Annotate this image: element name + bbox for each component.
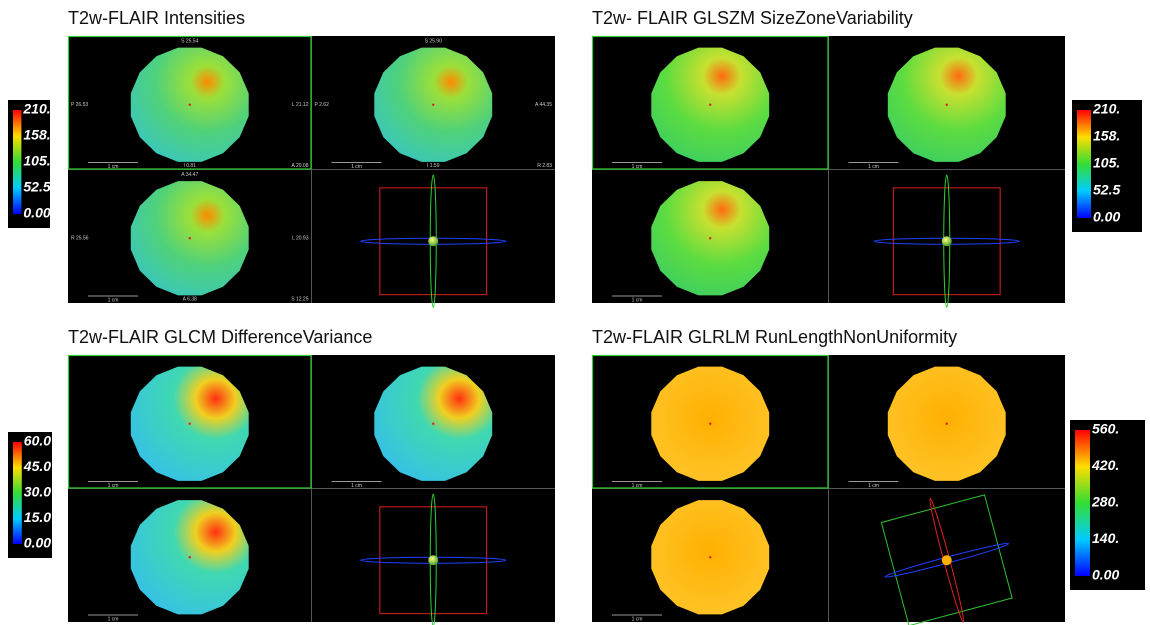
active-view-border <box>591 35 829 170</box>
view-label: 1 cm <box>108 616 119 622</box>
view-label: 1 cm <box>632 164 643 170</box>
view-label: 1 cm <box>632 616 643 622</box>
view-label: S 25.54 <box>181 38 198 44</box>
view-label: A 6.38 <box>183 296 197 302</box>
panel-title: T2w-FLAIR GLCM DifferenceVariance <box>68 327 372 347</box>
cursor <box>709 103 712 106</box>
sphere <box>941 555 952 566</box>
sphere <box>428 555 439 566</box>
colorbar-label: 45.0 <box>23 458 51 474</box>
colorbar-label: 60.0 <box>24 433 51 449</box>
active-view-border <box>67 35 312 170</box>
panel: T2w- FLAIR GLSZM SizeZoneVariability 1 cm… <box>591 8 1142 308</box>
view-label: P 2.62 <box>315 102 330 108</box>
cursor <box>188 556 191 559</box>
colorbar-label: 560. <box>1092 421 1119 437</box>
sphere <box>428 236 439 247</box>
panel: T2w-FLAIR Intensities S 25.54 P 26.53 L 21.… <box>8 8 555 308</box>
view-label: 1 cm <box>351 483 362 489</box>
bounding-box <box>892 187 1001 296</box>
colorbar-label: 52.5 <box>23 179 50 195</box>
colorbar-scale <box>13 442 22 544</box>
view-label: 1 cm <box>108 164 119 170</box>
panel-title: T2w-FLAIR GLRLM RunLengthNonUniformity <box>592 327 957 347</box>
colorbar-label: 0.00 <box>1093 209 1120 225</box>
colorbar-label: 158. <box>23 127 50 143</box>
active-view-border <box>67 354 312 489</box>
colorbar-label: 210. <box>22 101 50 117</box>
colorbar-label: 280. <box>1091 494 1119 510</box>
rotated-3d <box>880 494 1013 625</box>
panel: T2w-FLAIR GLCM DifferenceVariance 1 cm 1 c… <box>8 327 555 625</box>
cursor <box>188 103 191 106</box>
view-label: I 1.59 <box>427 163 440 169</box>
colorbar-scale <box>13 110 22 214</box>
cursor <box>709 556 712 559</box>
view-label: S 25.90 <box>425 38 442 44</box>
view-label: A 20.08 <box>292 163 309 169</box>
cursor <box>709 237 712 240</box>
view-label: L 21.12 <box>292 102 309 108</box>
colorbar-scale <box>1075 430 1090 576</box>
view-label: R 25.56 <box>71 236 89 242</box>
cursor <box>945 422 948 425</box>
colorbar-label: 15.0 <box>24 509 51 525</box>
colorbar-label: 158. <box>1093 128 1120 144</box>
cursor <box>945 103 948 106</box>
colorbar-label: 105. <box>23 153 50 169</box>
bounding-box <box>880 494 1013 625</box>
view-label: I 0.81 <box>183 163 196 169</box>
view-label: 1 cm <box>632 483 643 489</box>
view-label: S 12.25 <box>291 296 308 302</box>
colorbar-label: 0.00 <box>23 205 50 221</box>
active-view-border <box>591 354 829 489</box>
view-label: L 20.93 <box>292 236 309 242</box>
view-label: 1 cm <box>108 483 119 489</box>
colorbar-label: 105. <box>1093 155 1120 171</box>
cursor <box>188 422 191 425</box>
colorbar-label: 0.00 <box>24 535 51 551</box>
view-label: 1 cm <box>108 297 119 303</box>
view-label: P 26.53 <box>71 102 88 108</box>
colorbar-label: 30.0 <box>24 484 51 500</box>
colorbar-label: 52.5 <box>1093 182 1120 198</box>
view-label: 1 cm <box>868 483 879 489</box>
cursor <box>188 237 191 240</box>
colorbar-label: 210. <box>1092 101 1120 117</box>
panel-title: T2w- FLAIR GLSZM SizeZoneVariability <box>592 8 913 28</box>
view-label: R 2.83 <box>537 163 552 169</box>
colorbar-label: 0.00 <box>1092 567 1119 583</box>
view-label: 1 cm <box>868 164 879 170</box>
bounding-box <box>379 506 488 615</box>
colorbar-label: 420. <box>1091 457 1119 473</box>
cursor <box>432 422 435 425</box>
panel-title: T2w-FLAIR Intensities <box>68 8 245 28</box>
view-label: A 44.35 <box>535 102 552 108</box>
cursor <box>709 422 712 425</box>
view-label: 1 cm <box>632 297 643 303</box>
cursor <box>432 103 435 106</box>
colorbar-label: 140. <box>1092 530 1119 546</box>
colorbar-scale <box>1077 110 1091 218</box>
bounding-box <box>379 187 488 296</box>
view-label: 1 cm <box>351 164 362 170</box>
sphere <box>941 236 952 247</box>
panel: T2w-FLAIR GLRLM RunLengthNonUniformity 1 … <box>591 327 1145 625</box>
view-label: A 34.47 <box>181 172 198 178</box>
